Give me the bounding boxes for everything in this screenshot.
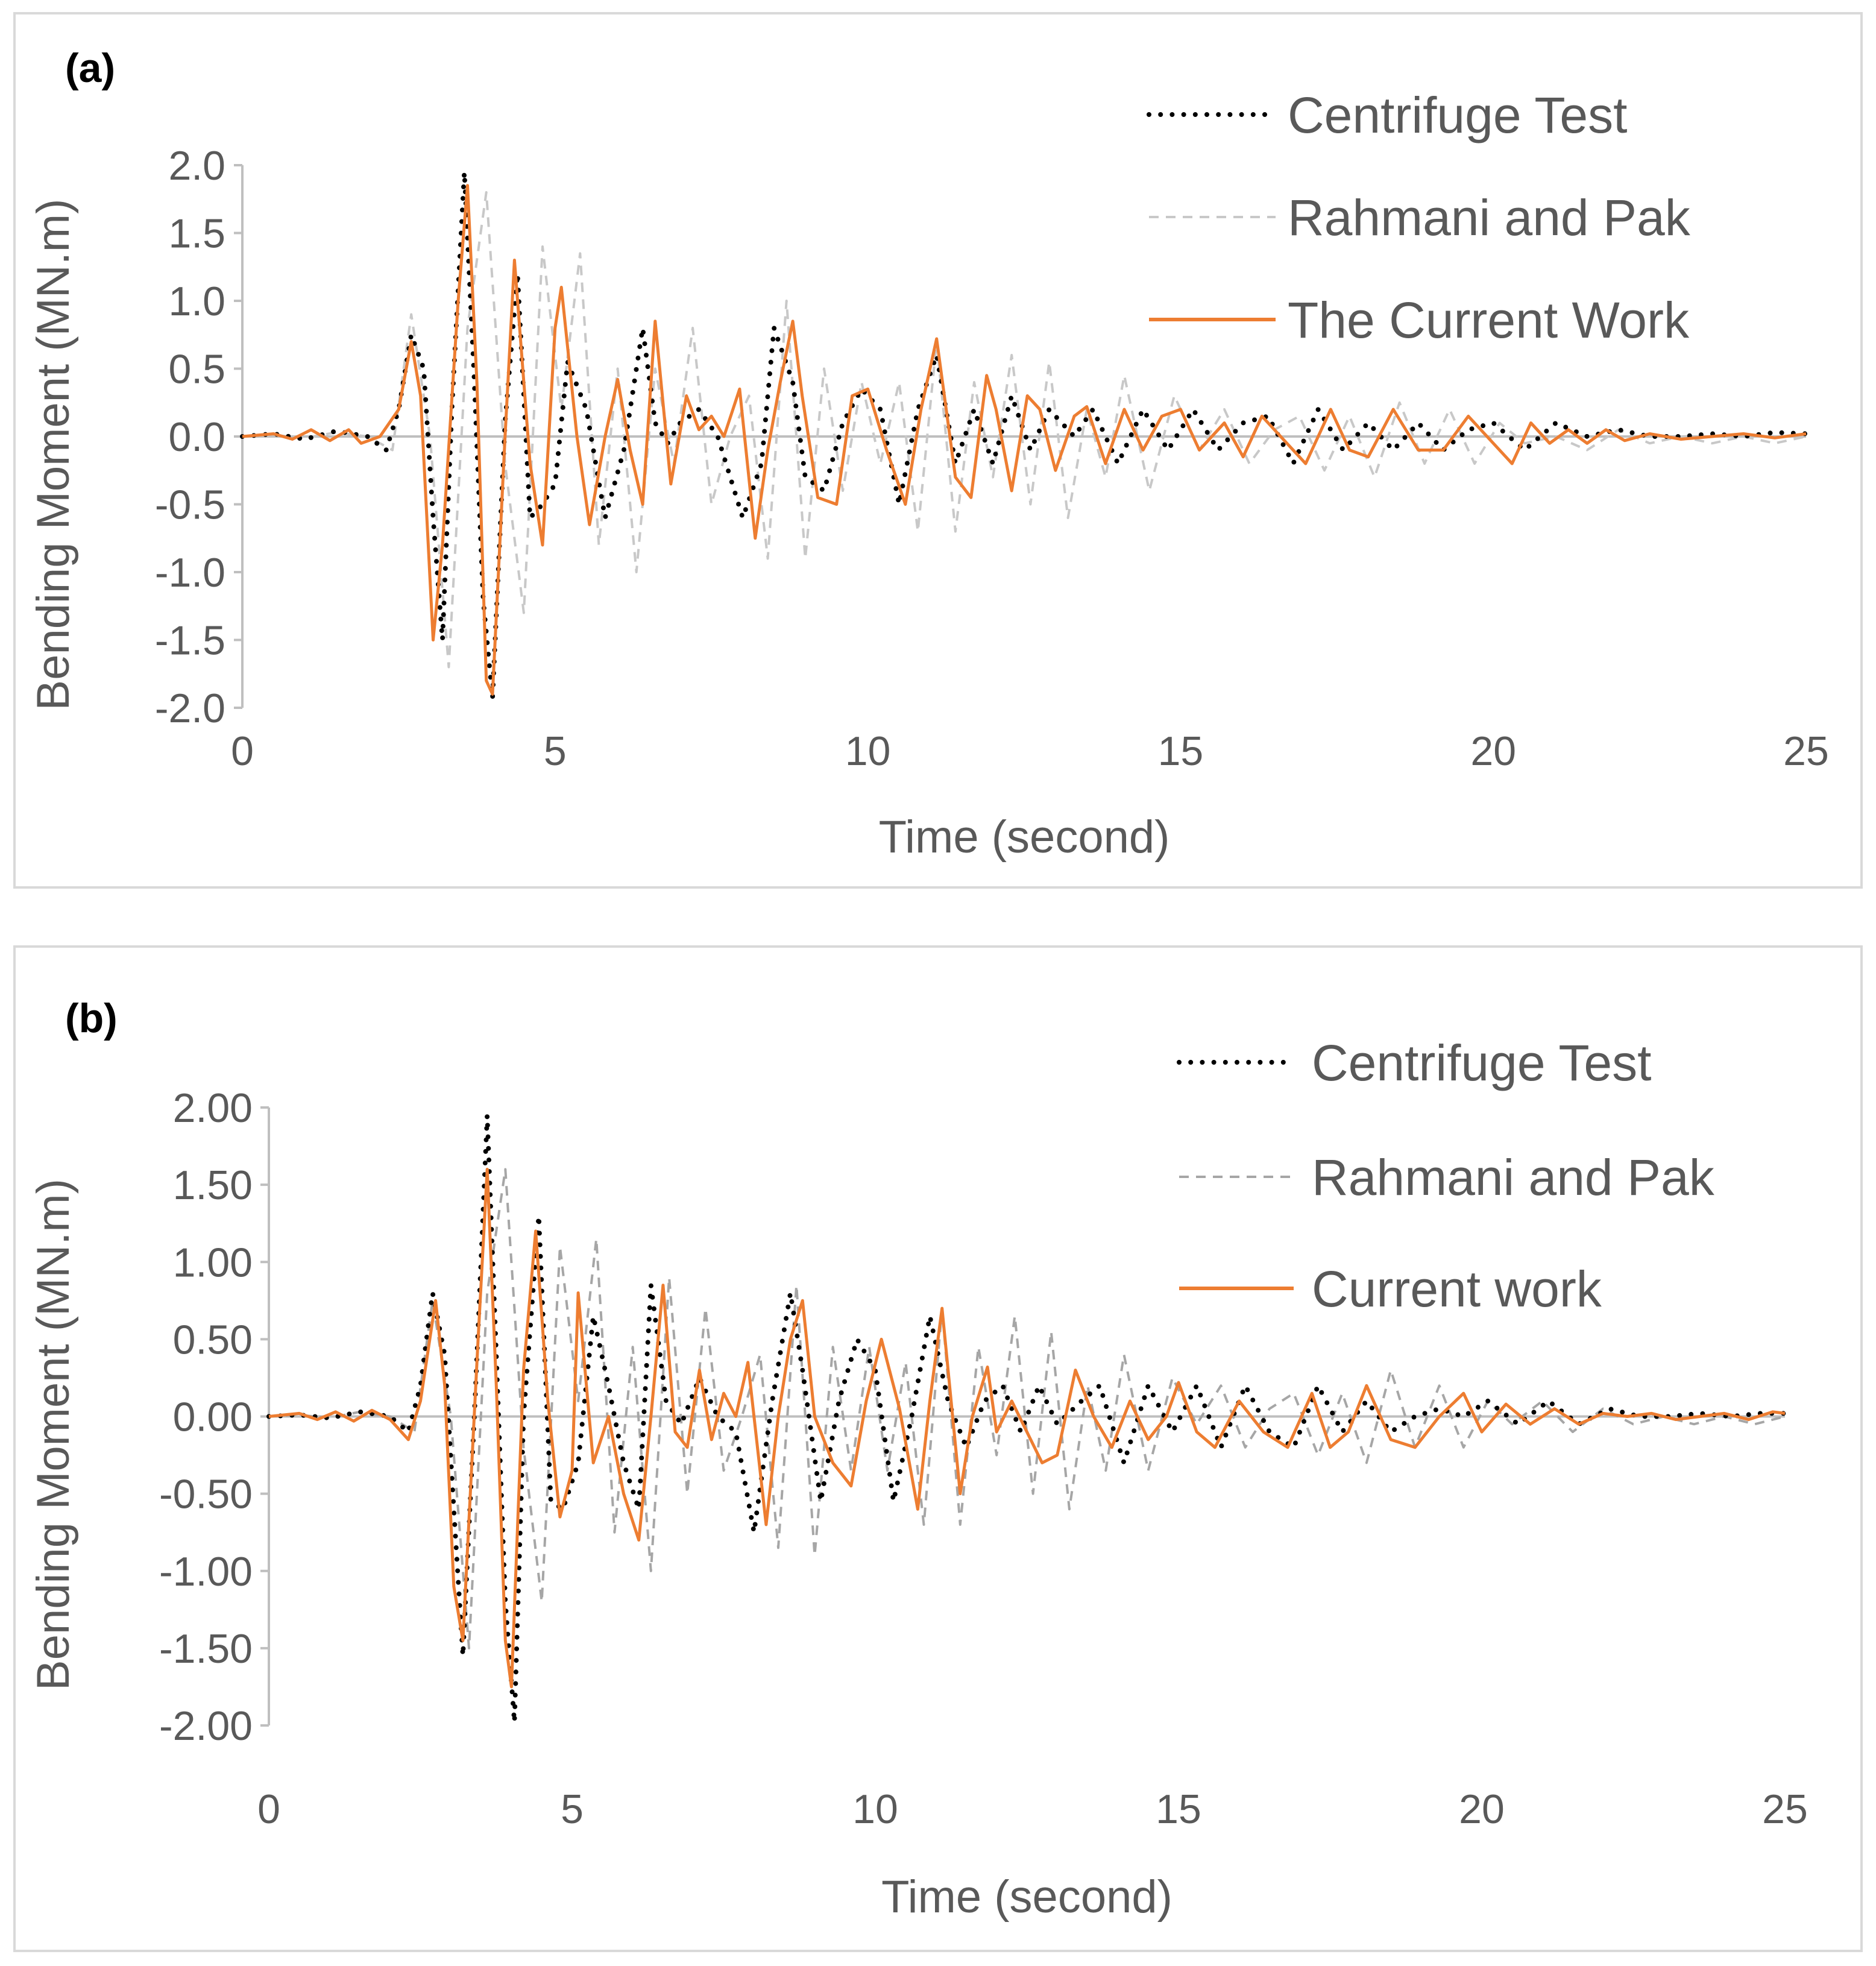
y-tick-label: 0.00	[173, 1394, 253, 1440]
x-tick-label: 25	[1762, 1786, 1808, 1832]
y-tick-label: 1.5	[168, 211, 225, 257]
y-tick-label: -1.00	[159, 1549, 253, 1595]
y-tick-label: -2.0	[155, 685, 225, 731]
chart-b-svg: (b) 2.00 1.50 1.00 0.50 0.00 -0.50 -1.00 -1.50 -2…	[28, 995, 1808, 1923]
x-tick-label: 0	[257, 1786, 280, 1832]
y-tick-label: 0.0	[168, 414, 225, 460]
y-tick-label: 0.5	[168, 347, 225, 392]
series-line-3	[242, 184, 1807, 696]
series-line-2	[268, 1168, 1786, 1649]
legend-entry: The Current Work	[1288, 292, 1690, 348]
x-axis-title: Time (second)	[881, 1871, 1172, 1923]
panel-label: (b)	[65, 995, 118, 1041]
x-tick-label: 15	[1156, 1786, 1201, 1832]
y-tick-label: -1.0	[155, 550, 225, 596]
y-axis-title: Bending Moment (MN.m)	[28, 199, 79, 711]
y-tick-label: 1.50	[173, 1162, 253, 1208]
x-tick-label: 20	[1459, 1786, 1505, 1832]
legend-entry: Rahmani and Pak	[1288, 189, 1691, 246]
x-tick-label: 15	[1158, 728, 1204, 774]
legend-entry: Rahmani and Pak	[1312, 1149, 1715, 1206]
legend-entry: Current work	[1312, 1261, 1602, 1317]
y-tick-label: -1.50	[159, 1626, 253, 1672]
y-tick-label: 2.0	[168, 143, 225, 189]
y-tick-label: -0.50	[159, 1472, 253, 1517]
legend-entry: Centrifuge Test	[1288, 87, 1627, 143]
chart-panel-b: (b) 2.00 1.50 1.00 0.50 0.00 -0.50 -1.00 -1.50 -2…	[13, 945, 1863, 1952]
x-tick-label: 5	[544, 728, 567, 774]
y-axis-title: Bending Moment (MN.m)	[28, 1179, 79, 1690]
y-tick-label: 1.0	[168, 279, 225, 324]
x-tick-label: 10	[845, 728, 891, 774]
y-tick-label: -1.5	[155, 618, 225, 664]
y-tick-label: 2.00	[173, 1085, 253, 1131]
series-line-3	[268, 1168, 1786, 1689]
y-tick-label: 0.50	[173, 1317, 253, 1363]
y-tick-label: -0.5	[155, 482, 225, 528]
x-tick-label: 25	[1783, 728, 1829, 774]
x-axis-title: Time (second)	[879, 811, 1170, 863]
x-tick-label: 10	[852, 1786, 898, 1832]
chart-a-svg: (a) 2.0 1.5 1.0 0.5 0.0 -0.5 -1.0 -1.5 -2.00 5 10 15…	[28, 45, 1829, 863]
chart-panel-a: (a) 2.0 1.5 1.0 0.5 0.0 -0.5 -1.0 -1.5 -2.0 0 5 10 15…	[13, 12, 1863, 889]
series-line-2	[242, 191, 1807, 669]
x-tick-label: 5	[561, 1786, 584, 1832]
y-tick-label: -2.00	[159, 1703, 253, 1749]
y-tick-label: 1.00	[173, 1240, 253, 1285]
x-tick-label: 20	[1470, 728, 1516, 774]
series-line-1	[240, 169, 1808, 701]
legend-entry: Centrifuge Test	[1312, 1035, 1651, 1091]
x-tick-label: 0	[231, 728, 254, 774]
panel-label: (a)	[65, 45, 115, 91]
